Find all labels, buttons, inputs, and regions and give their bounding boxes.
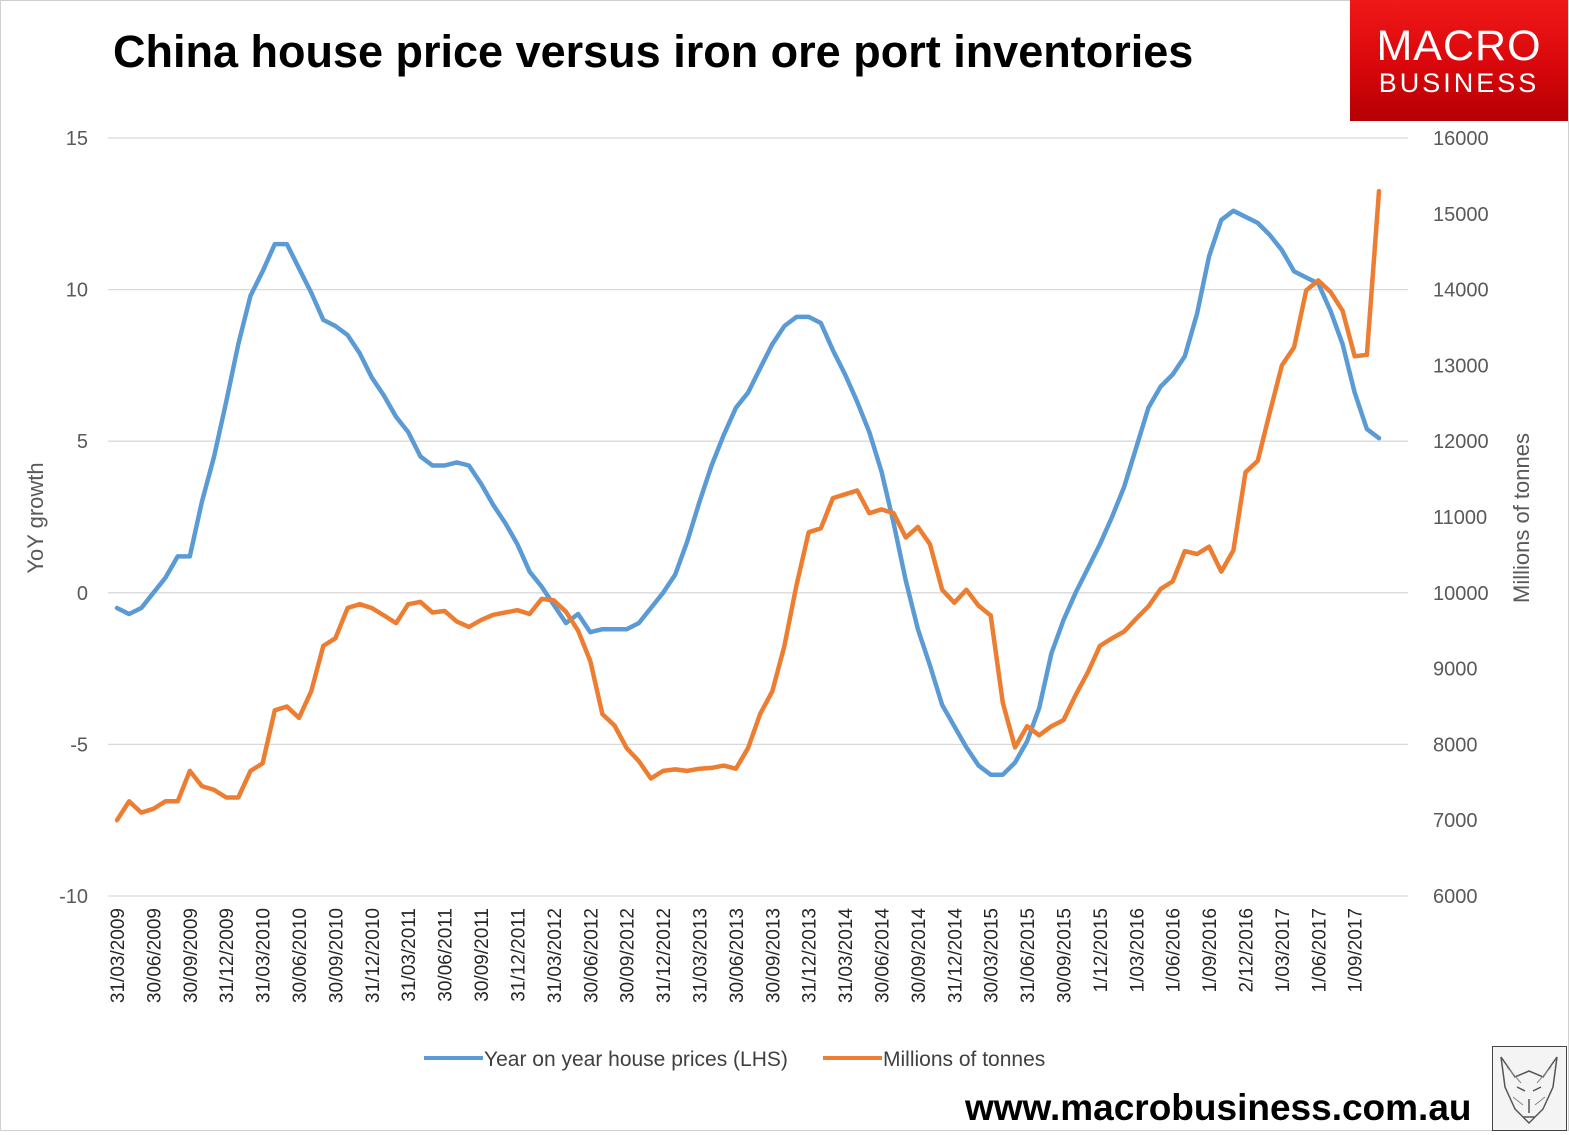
right-tick-label: 8000 (1433, 734, 1478, 756)
x-tick-label: 30/06/2013 (727, 908, 748, 1003)
left-tick-label: 15 (66, 128, 88, 150)
right-tick-label: 13000 (1433, 355, 1489, 377)
x-tick-label: 30/09/2012 (618, 908, 639, 1003)
x-tick-label: 1/06/2017 (1309, 908, 1330, 993)
x-tick-label: 31/12/2009 (217, 908, 238, 1003)
right-tick-label: 7000 (1433, 810, 1478, 832)
x-tick-label: 1/09/2016 (1200, 908, 1221, 993)
left-tick-label: -10 (59, 886, 88, 908)
x-tick-label: 30/06/2010 (290, 908, 311, 1003)
left-tick-label: -5 (70, 734, 88, 756)
x-tick-label: 30/06/2009 (144, 908, 165, 1003)
x-tick-label: 1/03/2016 (1127, 908, 1148, 993)
y-axis-right-label: Millions of tonnes (1509, 433, 1534, 603)
x-tick-label: 1/09/2017 (1346, 908, 1367, 993)
left-tick-label: 5 (77, 431, 88, 453)
x-tick-label: 31/12/2011 (508, 908, 529, 1002)
gridlines (108, 137, 1408, 897)
x-tick-label: 31/12/2012 (654, 908, 675, 1003)
left-axis-ticks: -10 -5 0 5 10 15 (59, 128, 88, 908)
legend-label-tonnes: Millions of tonnes (883, 1048, 1045, 1071)
x-tick-label: 1/06/2016 (1164, 908, 1185, 993)
x-tick-label: 1/03/2017 (1273, 908, 1294, 993)
y-axis-left-label: YoY growth (23, 462, 48, 573)
x-tick-label: 30/09/2010 (326, 908, 347, 1003)
x-tick-label: 30/09/2015 (1055, 908, 1076, 1003)
fox-sketch-icon (1492, 1046, 1567, 1131)
logo-line-macro: MACRO (1376, 22, 1542, 70)
x-tick-label: 31/12/2013 (800, 908, 821, 1003)
left-tick-label: 0 (77, 583, 88, 605)
x-tick-label: 31/03/2012 (545, 908, 566, 1003)
x-tick-label: 31/03/2009 (108, 908, 129, 1003)
logo-line-business: BUSINESS (1378, 68, 1540, 98)
right-tick-label: 12000 (1433, 431, 1489, 453)
footer-url: www.macrobusiness.com.au (965, 1087, 1472, 1128)
chart-title: China house price versus iron ore port i… (113, 26, 1194, 77)
legend: Year on year house prices (LHS) Millions… (424, 1048, 1045, 1071)
x-tick-label: 2/12/2016 (1237, 908, 1258, 993)
right-tick-label: 9000 (1433, 659, 1478, 681)
x-tick-label: 30/09/2009 (181, 908, 202, 1003)
x-tick-label: 31/03/2013 (690, 908, 711, 1003)
right-axis-ticks: 6000 7000 8000 9000 10000 11000 12000 13000 1400… (1433, 128, 1489, 908)
legend-label-house-prices: Year on year house prices (LHS) (484, 1048, 788, 1071)
x-tick-label: 30/06/2012 (581, 908, 602, 1003)
x-tick-label: 30/06/2014 (872, 908, 893, 1004)
right-tick-label: 16000 (1433, 128, 1489, 150)
x-axis-ticks: 31/03/2009 30/06/2009 30/09/2009 31/12/2009… (108, 908, 1367, 1004)
x-tick-label: 31/06/2015 (1018, 908, 1039, 1003)
right-tick-label: 10000 (1433, 583, 1489, 605)
x-tick-label: 1/12/2015 (1091, 908, 1112, 993)
series-line-tonnes (114, 188, 1382, 823)
right-tick-label: 14000 (1433, 280, 1489, 302)
series-line-house-prices (114, 208, 1382, 777)
x-tick-label: 30/09/2013 (763, 908, 784, 1003)
x-tick-label: 30/06/2011 (436, 908, 457, 1002)
right-tick-label: 15000 (1433, 204, 1489, 226)
left-tick-label: 10 (66, 280, 88, 302)
x-tick-label: 30/09/2011 (472, 908, 493, 1002)
x-tick-label: 31/12/2014 (945, 908, 966, 1004)
x-tick-label: 31/03/2014 (836, 908, 857, 1004)
x-tick-label: 31/03/2011 (399, 908, 420, 1002)
series-lines (114, 188, 1382, 823)
x-tick-label: 30/03/2015 (982, 908, 1003, 1003)
x-tick-label: 30/09/2014 (909, 908, 930, 1004)
x-tick-label: 31/12/2010 (363, 908, 384, 1003)
macrobusiness-logo: MACRO BUSINESS (1350, 0, 1568, 121)
x-tick-label: 31/03/2010 (254, 908, 275, 1003)
right-tick-label: 6000 (1433, 886, 1478, 908)
right-tick-label: 11000 (1433, 507, 1487, 529)
